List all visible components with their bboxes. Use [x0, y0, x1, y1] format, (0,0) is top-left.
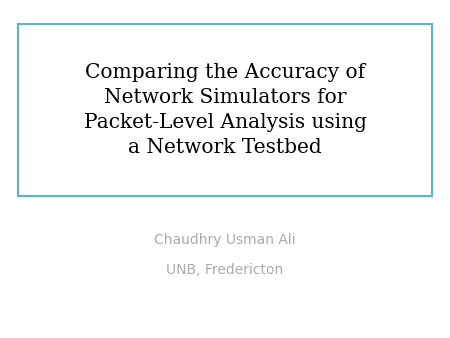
Text: Chaudhry Usman Ali: Chaudhry Usman Ali: [154, 233, 296, 247]
FancyBboxPatch shape: [18, 24, 432, 196]
Text: Comparing the Accuracy of
Network Simulators for
Packet-Level Analysis using
a N: Comparing the Accuracy of Network Simula…: [84, 63, 366, 157]
Text: UNB, Fredericton: UNB, Fredericton: [166, 263, 284, 277]
